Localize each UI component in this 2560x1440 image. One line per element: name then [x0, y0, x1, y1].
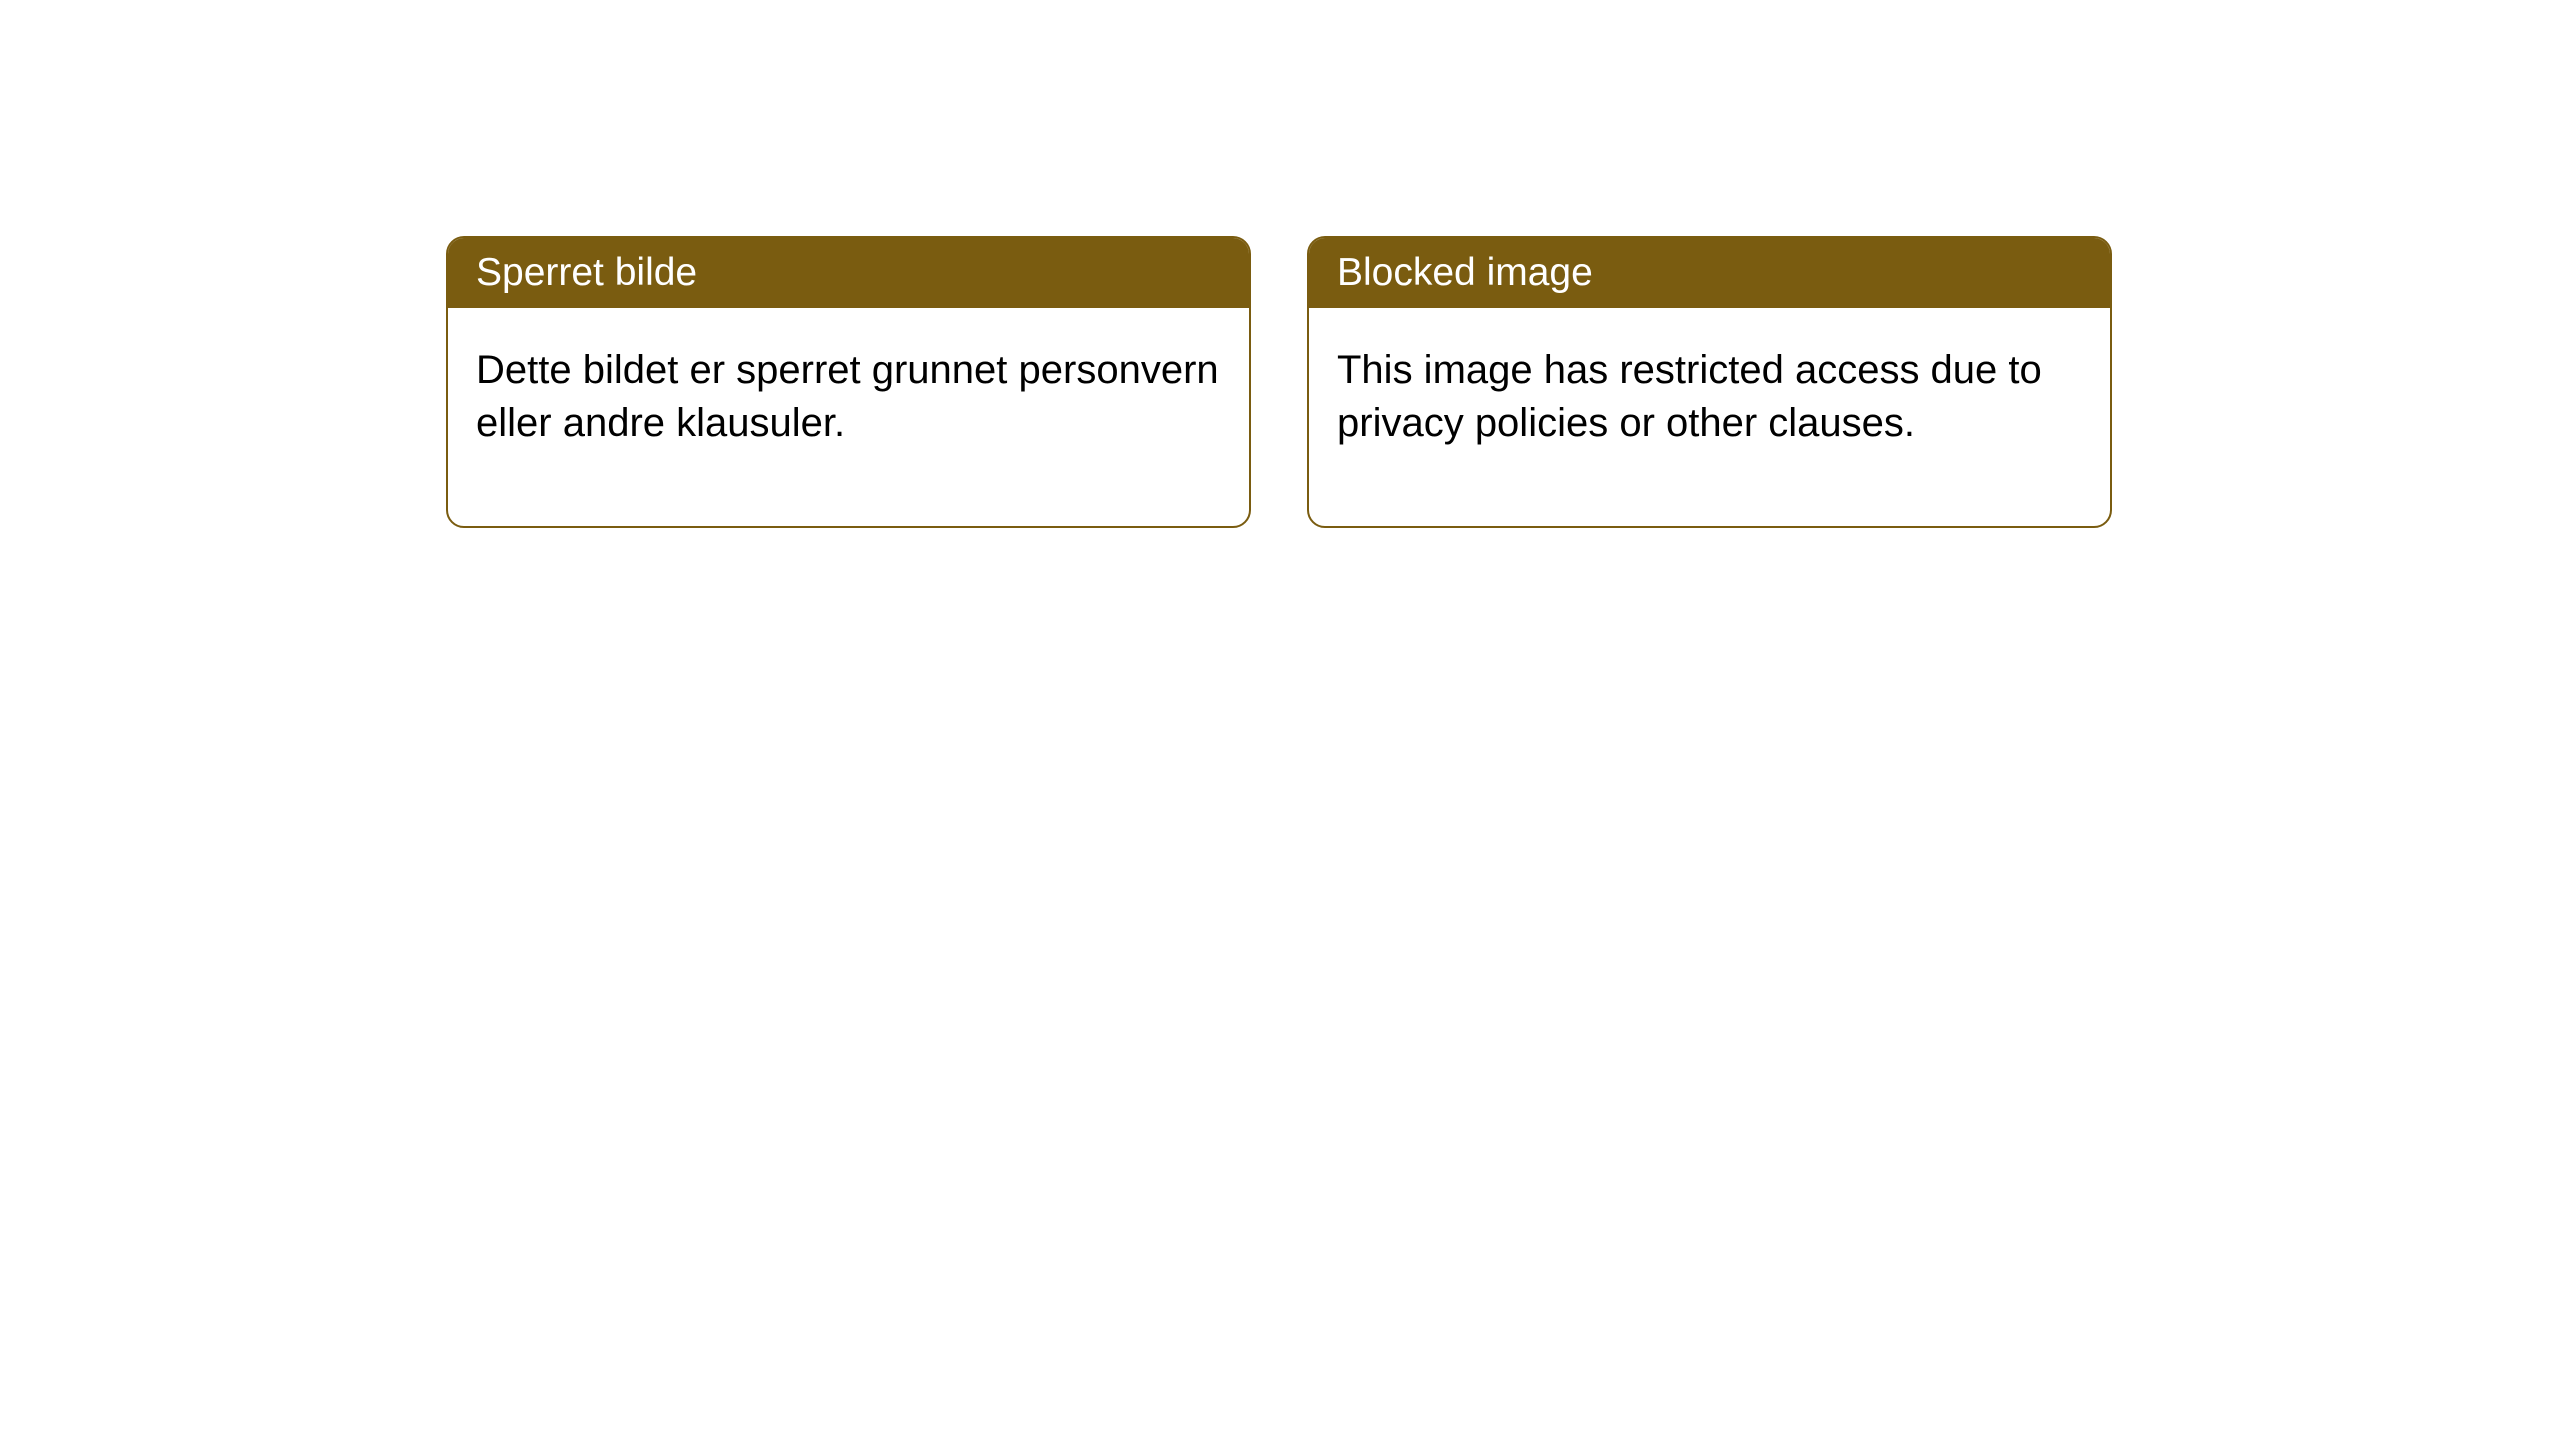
- notice-title-norwegian: Sperret bilde: [448, 238, 1249, 308]
- notice-title-english: Blocked image: [1309, 238, 2110, 308]
- notice-body-norwegian: Dette bildet er sperret grunnet personve…: [448, 308, 1249, 526]
- notice-card-norwegian: Sperret bilde Dette bildet er sperret gr…: [446, 236, 1251, 528]
- blocked-image-notices: Sperret bilde Dette bildet er sperret gr…: [446, 236, 2112, 528]
- notice-body-english: This image has restricted access due to …: [1309, 308, 2110, 526]
- notice-card-english: Blocked image This image has restricted …: [1307, 236, 2112, 528]
